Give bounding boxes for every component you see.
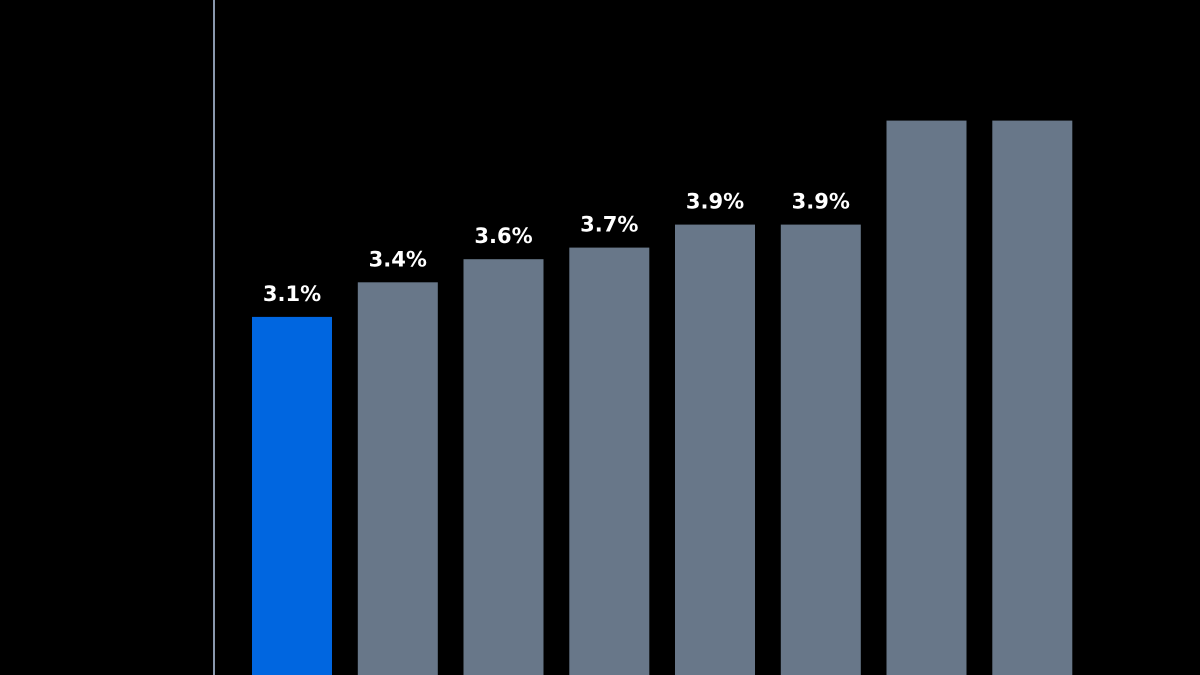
bar-value-label-1: 3.1% (263, 282, 321, 306)
bar-6 (780, 224, 861, 675)
bar-value-label-6: 3.9% (792, 190, 850, 214)
bar-3 (463, 259, 544, 675)
bar-5 (675, 224, 755, 675)
bar-1 (252, 316, 332, 675)
bar-4 (569, 247, 650, 675)
bar-value-label-4: 3.7% (580, 213, 638, 237)
bars-group (252, 120, 1073, 675)
bar-value-label-2: 3.4% (369, 247, 427, 271)
bar-value-label-5: 3.9% (686, 190, 744, 214)
value-labels-group: 3.1% 3.4% 3.6% 3.7% 3.9% 3.9% (263, 190, 850, 306)
bar-8 (992, 120, 1073, 675)
bar-7 (886, 120, 967, 675)
bar-2 (357, 282, 438, 675)
bar-value-label-3: 3.6% (474, 224, 532, 248)
